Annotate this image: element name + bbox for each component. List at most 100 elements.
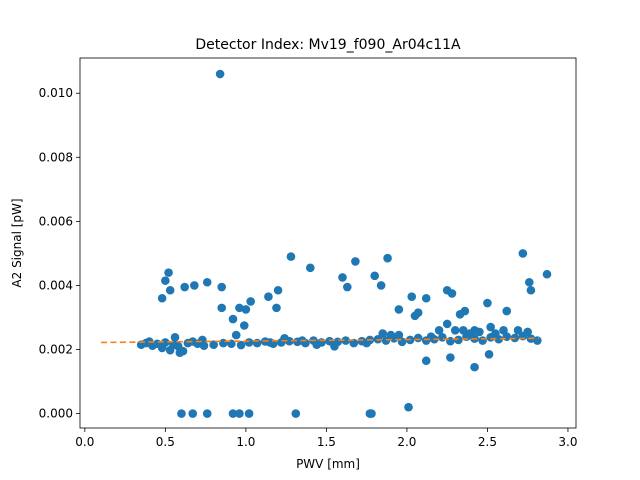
data-point xyxy=(367,409,376,418)
data-point xyxy=(198,335,207,345)
data-point xyxy=(421,356,431,366)
data-point xyxy=(533,336,542,345)
fit-line xyxy=(100,337,539,344)
data-point xyxy=(228,314,238,324)
data-point xyxy=(239,321,249,330)
y-tick-label: 0.002 xyxy=(39,343,73,357)
x-tick-label: 0.0 xyxy=(75,435,94,449)
data-point xyxy=(246,297,255,306)
data-point xyxy=(542,269,552,279)
data-point xyxy=(394,330,404,340)
data-point xyxy=(421,293,431,303)
data-point xyxy=(228,409,238,418)
chart-title: Detector Index: Mv19_f090_Ar04c11A xyxy=(195,37,461,53)
data-point xyxy=(165,285,175,295)
data-point xyxy=(378,329,388,338)
data-point xyxy=(291,409,301,418)
y-tick-label: 0.004 xyxy=(39,278,73,292)
data-point xyxy=(219,338,228,348)
data-point xyxy=(483,298,492,308)
data-point xyxy=(386,330,396,340)
data-point xyxy=(499,325,508,335)
data-point xyxy=(526,285,536,295)
data-point xyxy=(518,249,528,258)
data-point xyxy=(235,409,244,418)
data-point xyxy=(446,336,455,346)
data-point xyxy=(217,282,227,292)
data-point xyxy=(341,336,351,345)
data-point xyxy=(244,409,254,418)
data-point xyxy=(286,252,296,261)
data-point xyxy=(157,293,167,303)
data-point xyxy=(523,327,532,337)
data-point xyxy=(442,319,452,329)
data-point xyxy=(190,281,199,290)
x-tick-label: 1.5 xyxy=(317,435,336,449)
data-point xyxy=(376,281,386,290)
data-point xyxy=(252,338,262,348)
data-point xyxy=(272,303,281,313)
data-point xyxy=(202,409,212,418)
data-point xyxy=(447,289,457,298)
data-point xyxy=(177,409,186,418)
x-axis-label: PWV [mm] xyxy=(296,457,360,471)
data-point xyxy=(215,69,225,79)
axes-frame xyxy=(79,57,577,429)
data-point xyxy=(188,409,198,418)
data-point xyxy=(241,305,251,314)
data-point xyxy=(478,336,487,345)
data-point xyxy=(330,342,339,351)
x-tick-label: 3.0 xyxy=(558,435,577,449)
x-tick-label: 1.0 xyxy=(236,435,255,449)
x-tick-label: 0.5 xyxy=(156,435,175,449)
y-tick-label: 0.006 xyxy=(39,214,73,228)
data-point xyxy=(484,350,494,359)
data-point xyxy=(343,282,352,292)
y-axis-label: A2 Signal [pW] xyxy=(10,198,24,287)
data-point xyxy=(454,335,463,345)
data-point xyxy=(486,322,495,332)
data-point xyxy=(312,340,322,350)
data-point xyxy=(351,257,360,266)
data-point xyxy=(491,329,500,338)
data-point xyxy=(305,263,315,273)
data-point xyxy=(446,353,455,362)
data-point xyxy=(458,325,468,335)
data-point xyxy=(362,338,371,348)
y-tick-label: 0.010 xyxy=(39,86,73,100)
data-point xyxy=(265,338,275,347)
data-point xyxy=(394,305,404,314)
y-tick-label: 0.000 xyxy=(39,407,73,421)
data-point xyxy=(460,306,470,316)
data-point xyxy=(217,303,227,313)
data-point xyxy=(244,338,254,347)
data-point xyxy=(164,268,173,277)
data-point xyxy=(161,276,170,285)
x-tick-label: 2.5 xyxy=(478,435,497,449)
data-point xyxy=(407,292,417,301)
data-point xyxy=(450,325,460,335)
data-point xyxy=(235,303,244,313)
data-point xyxy=(170,333,180,342)
data-point xyxy=(180,282,189,292)
data-point xyxy=(202,277,212,287)
data-point xyxy=(209,340,218,350)
data-point xyxy=(434,325,444,335)
data-point xyxy=(370,271,380,281)
x-tick-label: 2.0 xyxy=(397,435,416,449)
data-point xyxy=(175,348,185,358)
data-point xyxy=(513,325,523,335)
data-point xyxy=(231,330,241,340)
data-point xyxy=(349,338,359,348)
data-point xyxy=(236,340,246,350)
data-point xyxy=(383,253,392,263)
data-point xyxy=(470,325,479,335)
data-point xyxy=(413,308,423,317)
data-point xyxy=(413,333,423,343)
data-point xyxy=(525,277,534,287)
axes: 0.0 0.5 1.0 1.5 2.0 2.5 3.0 0.000 0.002 0.004 0.00… xyxy=(39,86,578,449)
data-point xyxy=(502,306,512,316)
plot-area xyxy=(100,69,552,418)
